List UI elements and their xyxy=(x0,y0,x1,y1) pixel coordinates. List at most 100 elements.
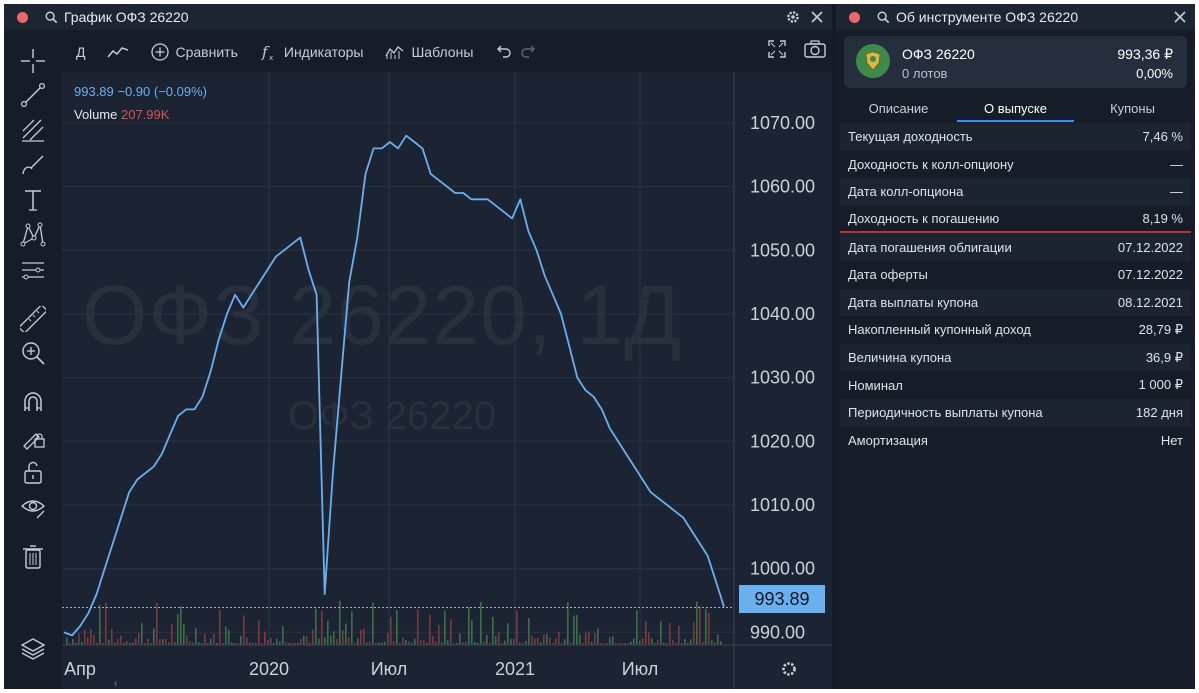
undo-button[interactable] xyxy=(495,45,512,59)
close-icon[interactable] xyxy=(1173,10,1187,24)
volume-bar xyxy=(285,642,287,645)
volume-bar xyxy=(420,639,422,645)
chart-type-button[interactable] xyxy=(107,45,129,59)
volume-bar xyxy=(393,641,395,645)
volume-bar xyxy=(465,641,467,645)
trash-icon[interactable] xyxy=(20,544,46,570)
volume-bar xyxy=(588,631,590,645)
close-icon[interactable] xyxy=(810,10,824,24)
text-tool-icon[interactable] xyxy=(20,187,46,213)
volume-bar xyxy=(378,642,380,645)
volume-bar xyxy=(474,642,476,645)
indicators-button[interactable]: f x Индикаторы xyxy=(260,43,364,61)
volume-bar xyxy=(456,642,458,645)
detail-row: Периодичность выплаты купона 182 дня xyxy=(840,398,1191,427)
volume-bar xyxy=(279,641,281,645)
volume-bar xyxy=(303,635,305,645)
volume-bar xyxy=(468,607,470,645)
chart-plot[interactable]: 990.00 1000.00 1010.00 1020.00 1030.00 1040.0… xyxy=(62,72,832,689)
volume-bar xyxy=(99,604,101,645)
volume-bar xyxy=(687,642,689,645)
drawing-tools-sidebar xyxy=(4,34,62,689)
fullscreen-icon[interactable] xyxy=(768,40,786,58)
volume-bar xyxy=(156,602,158,645)
detail-row: Величина купона 36,9 ₽ xyxy=(840,343,1191,372)
redo-button[interactable] xyxy=(521,45,537,59)
layers-icon[interactable] xyxy=(20,636,46,662)
tab-issue[interactable]: О выпуске xyxy=(957,96,1074,122)
zoom-in-icon[interactable] xyxy=(20,340,46,366)
brush-icon[interactable] xyxy=(20,152,46,178)
volume-bar xyxy=(270,637,272,645)
volume-bar xyxy=(93,634,95,645)
lock-drawing-icon[interactable] xyxy=(20,424,46,450)
volume-bar xyxy=(132,642,134,645)
volume-bar xyxy=(477,642,479,645)
camera-icon[interactable] xyxy=(804,40,826,58)
chart-toolbar: Д Сравнить f x Индикатор xyxy=(64,34,832,70)
volume-bar xyxy=(594,633,596,645)
volume-bar xyxy=(189,641,191,645)
volume-bar xyxy=(150,642,152,645)
volume-bar xyxy=(342,630,344,645)
crosshair-icon[interactable] xyxy=(20,48,46,74)
tab-description[interactable]: Описание xyxy=(868,101,929,116)
prediction-tool-icon[interactable] xyxy=(20,257,46,283)
gear-icon[interactable] xyxy=(786,10,800,24)
volume-bar xyxy=(621,642,623,645)
interval-button[interactable]: Д xyxy=(76,44,85,60)
volume-bar xyxy=(324,637,326,645)
price-chart[interactable]: ОФЗ 26220, 1Д ОФЗ 26220 990.00 1000.00 101… xyxy=(62,72,832,689)
volume-bar xyxy=(603,642,605,645)
eye-icon[interactable] xyxy=(20,494,46,520)
search-icon[interactable] xyxy=(45,10,58,24)
volume-bar xyxy=(558,632,560,645)
search-icon[interactable] xyxy=(877,10,890,24)
volume-bar xyxy=(534,638,536,645)
detail-label: Доходность к погашению xyxy=(848,211,1000,227)
close-info-window-button[interactable] xyxy=(849,11,860,23)
volume-bar xyxy=(165,638,167,645)
tab-coupons[interactable]: Купоны xyxy=(1110,101,1155,116)
templates-button[interactable]: Шаблоны xyxy=(385,44,473,60)
volume-bar xyxy=(414,638,416,645)
volume-bar xyxy=(660,621,662,645)
fib-tool-icon[interactable] xyxy=(20,117,46,143)
templates-icon xyxy=(385,46,404,59)
volume-bar xyxy=(564,639,566,645)
volume-bar xyxy=(312,629,314,645)
volume-bar xyxy=(360,629,362,645)
detail-label: Накопленный купонный доход xyxy=(848,322,1031,338)
volume-bar xyxy=(396,610,398,645)
price-legend: 993.89 −0.90 (−0.09%) xyxy=(74,84,207,99)
volume-bar xyxy=(201,643,203,645)
detail-row: Дата выплаты купона 08.12.2021 xyxy=(840,288,1191,317)
trend-line-icon[interactable] xyxy=(20,82,46,108)
volume-bar xyxy=(96,642,98,645)
collapse-sidebar-icon[interactable]: ‹ xyxy=(114,678,118,689)
instrument-card[interactable]: ОФЗ 26220 0 лотов 993,36 ₽ 0,00% xyxy=(844,36,1187,88)
pattern-tool-icon[interactable] xyxy=(20,222,46,248)
y-tick-label: 1010.00 xyxy=(750,495,815,515)
magnet-icon[interactable] xyxy=(20,389,46,415)
volume-bar xyxy=(222,642,224,645)
volume-bar xyxy=(693,622,695,645)
volume-bar xyxy=(627,642,629,645)
volume-bar xyxy=(555,638,557,645)
indicators-label: Индикаторы xyxy=(283,44,364,60)
volume-bar xyxy=(288,642,290,645)
volume-bar xyxy=(711,640,713,645)
ruler-icon[interactable] xyxy=(20,306,46,332)
volume-bar xyxy=(366,642,368,645)
volume-bar xyxy=(120,635,122,645)
volume-bar xyxy=(585,632,587,645)
axis-settings-icon[interactable] xyxy=(782,662,796,676)
volume-bar xyxy=(291,642,293,645)
compare-button[interactable]: Сравнить xyxy=(151,43,238,61)
volume-bar xyxy=(516,610,518,645)
close-window-button[interactable] xyxy=(17,11,28,23)
y-tick-label: 1070.00 xyxy=(750,113,815,133)
volume-bar xyxy=(267,639,269,645)
unlock-icon[interactable] xyxy=(20,459,46,485)
volume-bar xyxy=(450,619,452,645)
